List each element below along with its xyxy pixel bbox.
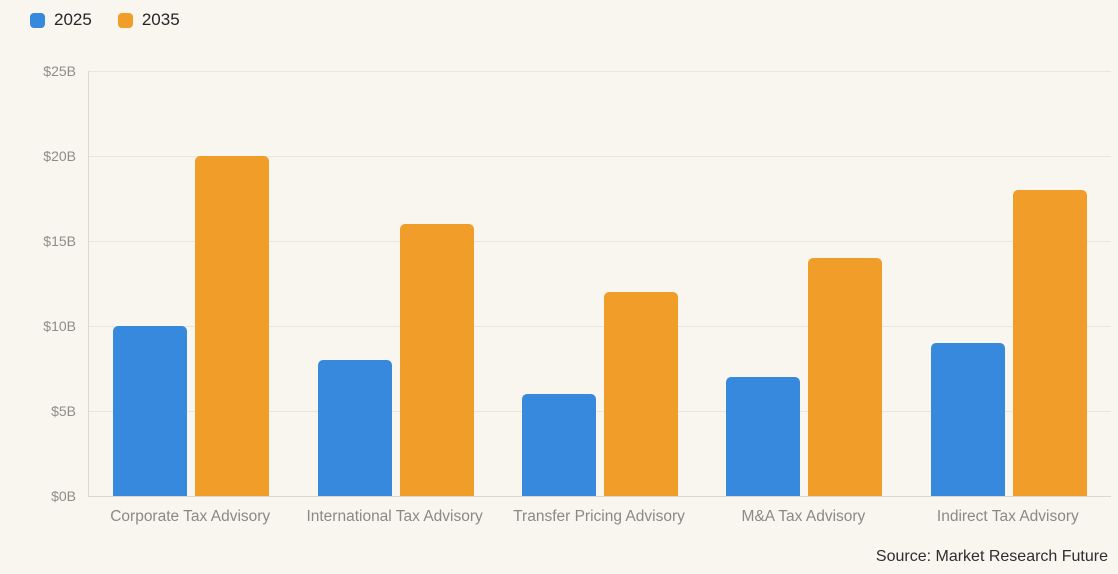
gridline-$25B <box>89 71 1111 72</box>
category-label: Transfer Pricing Advisory <box>513 508 685 525</box>
y-tick-label: $0B <box>51 488 76 504</box>
gridline-$5B <box>89 411 1111 412</box>
legend-item-2035[interactable]: 2035 <box>117 10 180 30</box>
bar-groups <box>89 71 1111 496</box>
y-tick-label: $10B <box>43 318 76 334</box>
bar-group <box>293 71 497 496</box>
bar-2035 <box>1012 190 1087 496</box>
bar-2025 <box>726 377 801 496</box>
bar-group <box>907 71 1111 496</box>
legend-swatch-2035 <box>117 12 133 28</box>
y-tick-label: $15B <box>43 233 76 249</box>
category-label: International Tax Advisory <box>306 508 483 525</box>
legend-item-2025[interactable]: 2025 <box>30 10 92 30</box>
legend-swatch-2025 <box>30 12 45 28</box>
bar-2025 <box>113 326 188 496</box>
x-axis-labels: Corporate Tax Advisory International Tax … <box>88 508 1110 526</box>
gridline-$20B <box>89 156 1111 157</box>
bar-2035 <box>195 156 270 496</box>
bar-2035 <box>808 258 883 496</box>
bar-2025 <box>522 394 597 496</box>
bar-2025 <box>930 343 1005 496</box>
plot-area: $0B $5B $10B $15B $20B $25B <box>43 63 1111 504</box>
bar-group <box>702 71 906 496</box>
legend-label-2025: 2025 <box>54 10 92 29</box>
bar-2025 <box>317 360 392 496</box>
bar-2035 <box>399 224 474 496</box>
gridline-$10B <box>89 326 1111 327</box>
y-tick-label: $20B <box>43 148 76 164</box>
gridline-$15B <box>89 241 1111 242</box>
bar-group <box>498 71 702 496</box>
chart-legend: 2025 2035 <box>30 10 180 30</box>
y-tick-label: $5B <box>51 403 76 419</box>
legend-label-2035: 2035 <box>141 10 180 29</box>
bar-2035 <box>604 292 679 496</box>
category-label: M&A Tax Advisory <box>741 508 866 525</box>
category-label: Indirect Tax Advisory <box>936 508 1079 525</box>
bar-group <box>89 71 293 496</box>
source-attribution: Source: Market Research Future <box>875 548 1108 565</box>
y-tick-label: $25B <box>43 63 76 79</box>
category-label: Corporate Tax Advisory <box>110 508 271 525</box>
